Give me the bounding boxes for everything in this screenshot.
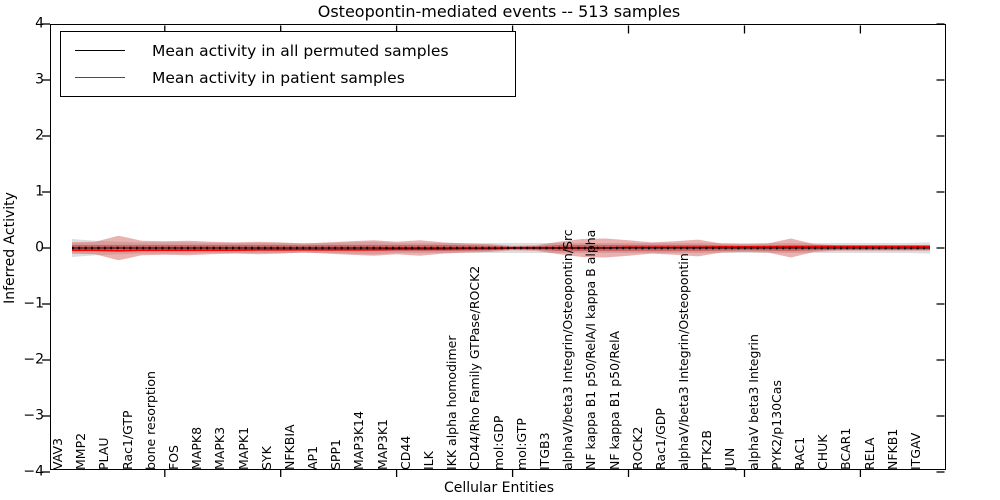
x-tick-label: MAP3K1	[374, 419, 390, 470]
x-tick-label: IKK alpha homodimer	[444, 335, 460, 471]
x-tick-label: CD44/Rho Family GTPase/ROCK2	[467, 265, 483, 470]
x-tick-label: ROCK2	[629, 426, 645, 470]
x-tick-label: NFKB1	[884, 428, 900, 470]
x-tick-label: VAV3	[50, 437, 65, 470]
x-tick-label: alphaV/beta3 Integrin/Osteopontin/Src	[560, 229, 576, 470]
y-tick-label: −3	[23, 407, 44, 424]
x-tick-label: CD44	[397, 435, 413, 470]
x-tick-label: RAC1	[792, 436, 808, 470]
x-tick-label: MAP3K14	[351, 411, 367, 470]
legend-line-sample-black	[75, 50, 125, 51]
y-tick-label: −1	[23, 295, 44, 312]
y-axis-title: Inferred Activity	[2, 192, 18, 304]
y-tick-label: 4	[35, 15, 44, 32]
y-tick-label: 0	[35, 239, 44, 256]
legend-item-permuted: Mean activity in all permuted samples	[75, 42, 515, 60]
y-tick-label: 3	[35, 71, 44, 88]
x-tick-label: BCAR1	[838, 427, 854, 470]
x-tick-label: ITGB3	[536, 432, 552, 470]
legend-box: Mean activity in all permuted samples Me…	[60, 31, 516, 97]
x-tick-label: alphaV/beta3 Integrin/Osteopontin	[676, 253, 692, 470]
y-tick-label: 2	[35, 127, 44, 144]
x-tick-label: Rac1/GDP	[652, 408, 668, 470]
x-tick-label: ITGAV	[908, 432, 923, 470]
x-tick-label: RELA	[861, 437, 877, 470]
legend-line-sample-red	[75, 77, 125, 78]
legend-label: Mean activity in patient samples	[152, 68, 405, 87]
legend-label: Mean activity in all permuted samples	[152, 41, 449, 60]
x-tick-label: NF kappa B1 p50/RelA	[606, 330, 622, 470]
x-axis-title: Cellular Entities	[443, 480, 555, 496]
x-tick-label: FOS	[165, 445, 181, 470]
x-tick-label: PTK2B	[699, 430, 715, 470]
x-tick-label: AP1	[305, 445, 321, 470]
x-tick-label: MAPK8	[189, 426, 205, 470]
x-tick-label: PYK2/p130Cas	[768, 380, 784, 470]
x-tick-label: NFKBIA	[281, 424, 297, 470]
x-tick-label: MMP2	[73, 432, 89, 470]
x-tick-label: alphaV beta3 Integrin	[745, 334, 761, 470]
x-tick-label: NF kappa B1 p50/RelA/I kappa B alpha	[583, 229, 599, 470]
x-tick-label: mol:GDP	[490, 415, 506, 470]
y-tick-label: 1	[35, 183, 44, 200]
x-tick-label: ILK	[421, 451, 437, 470]
x-tick-label: SYK	[258, 446, 274, 470]
x-tick-label: MAPK3	[212, 426, 228, 470]
x-tick-label: bone resorption	[142, 371, 158, 470]
chart-title: Osteopontin-mediated events -- 513 sampl…	[317, 2, 681, 21]
x-tick-label: MAPK1	[235, 426, 251, 470]
x-tick-label: PLAU	[96, 437, 112, 471]
x-tick-label: SPP1	[328, 439, 344, 470]
x-tick-label: JUN	[722, 447, 738, 470]
x-tick-label: Rac1/GTP	[119, 410, 135, 470]
legend-item-patient: Mean activity in patient samples	[75, 69, 515, 87]
y-tick-label: −4	[23, 463, 44, 480]
x-tick-label: mol:GTP	[513, 418, 529, 470]
y-tick-label: −2	[23, 351, 44, 368]
x-tick-label: CHUK	[815, 434, 831, 470]
